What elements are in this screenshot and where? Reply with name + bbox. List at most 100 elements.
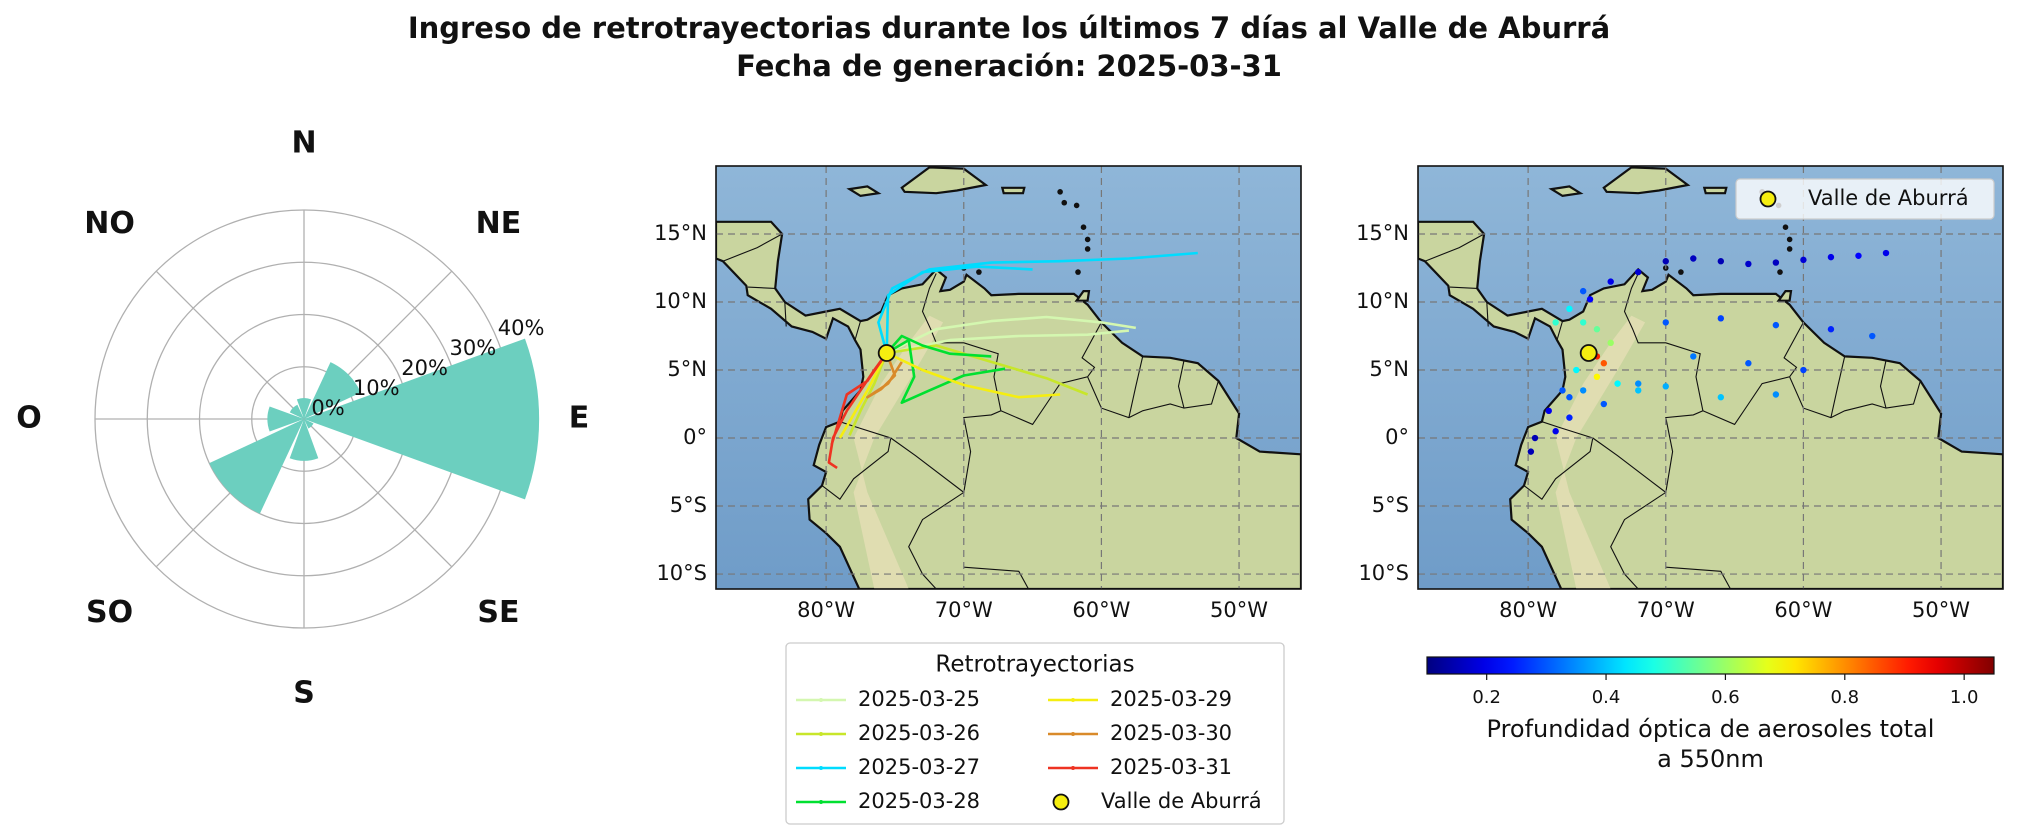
bar <box>289 404 304 419</box>
colorbar-tick-label: 1.0 <box>1950 687 1979 708</box>
location-marker <box>1579 344 1598 362</box>
border <box>1702 322 1804 426</box>
island <box>1084 236 1091 243</box>
border <box>821 421 892 500</box>
trajectory <box>885 334 1006 404</box>
border <box>1177 360 1185 409</box>
aod-point <box>1855 252 1862 259</box>
trajectory <box>827 352 888 469</box>
legend-marker <box>1052 793 1070 811</box>
aod-point <box>1579 387 1587 394</box>
border <box>784 301 787 327</box>
island <box>900 166 989 195</box>
direction-label: S <box>293 676 315 711</box>
colorbar-tick-label: 0.4 <box>1592 687 1621 708</box>
aod-point <box>1717 315 1725 322</box>
x-tick-label: 70°W <box>1637 598 1695 622</box>
aod-point <box>1552 428 1559 435</box>
border <box>963 566 1029 589</box>
bar <box>289 419 319 461</box>
legend-swatch-dot <box>1071 766 1075 770</box>
title-line: Ingreso de retrotrayectorias durante los… <box>408 11 1610 45</box>
r-tick-label: 30% <box>449 336 496 360</box>
island <box>1000 186 1026 195</box>
island <box>1073 202 1080 209</box>
island <box>1702 186 1728 195</box>
legend-title: Retrotrayectorias <box>935 652 1134 678</box>
legend-label: 2025-03-28 <box>858 789 980 813</box>
border <box>1000 322 1102 426</box>
colorbar-tick-label: 0.8 <box>1830 687 1859 708</box>
border <box>1665 566 1731 589</box>
bar <box>304 338 540 500</box>
y-tick-label: 5°N <box>667 357 707 381</box>
y-tick-label: 15°N <box>1356 221 1409 245</box>
x-tick-label: 80°W <box>797 598 855 622</box>
aod-point <box>1662 319 1669 326</box>
border <box>1523 421 1594 500</box>
legend-swatch-dot <box>819 766 823 770</box>
x-tick-label: 80°W <box>1499 598 1557 622</box>
aod-point <box>1827 326 1835 333</box>
legend-box <box>785 642 1285 825</box>
legend-label: 2025-03-31 <box>1110 755 1232 779</box>
y-tick-label: 5°S <box>1372 493 1409 517</box>
legend-label: 2025-03-29 <box>1110 687 1232 711</box>
border <box>1556 320 1564 341</box>
aod-point <box>1690 255 1697 262</box>
island <box>1074 290 1091 302</box>
island <box>1075 269 1081 275</box>
island <box>1084 246 1091 252</box>
r-tick-label: 10% <box>353 376 400 400</box>
border <box>1789 376 1921 419</box>
aod-point <box>1614 380 1621 387</box>
legend: Retrotrayectorias 2025-03-25 2025-03-26 202… <box>785 642 1285 825</box>
legend-marker <box>1759 190 1777 208</box>
andes <box>853 315 944 589</box>
y-tick-label: 10°N <box>654 289 707 313</box>
aod-point <box>1635 387 1642 394</box>
map <box>1418 166 2003 589</box>
bar <box>296 398 312 419</box>
aod-point <box>1745 360 1752 367</box>
aod-point <box>1552 319 1559 326</box>
aod-point <box>1662 383 1669 390</box>
island <box>1776 290 1793 302</box>
border <box>747 286 776 289</box>
border <box>1486 301 1489 327</box>
border <box>1449 286 1478 289</box>
island <box>976 269 982 275</box>
aod-point <box>1662 258 1669 265</box>
trajectory <box>886 315 1137 355</box>
aod-point <box>1717 394 1725 401</box>
colorbar-tick-label: 0.2 <box>1472 687 1501 708</box>
r-tick-label: 0% <box>311 396 344 420</box>
aod-point <box>1573 366 1580 374</box>
legend-label: 2025-03-27 <box>858 755 980 779</box>
bar <box>209 419 304 514</box>
border <box>921 273 1002 493</box>
legend-box <box>1735 178 1995 220</box>
aod-point <box>1869 332 1876 340</box>
legend-swatch-dot <box>819 732 823 736</box>
island <box>1786 236 1793 243</box>
x-tick-label: 60°W <box>1072 598 1130 622</box>
legend-label: 2025-03-25 <box>858 687 980 711</box>
border <box>1128 356 1144 418</box>
y-tick-label: 10°S <box>656 561 707 585</box>
x-tick-label: 60°W <box>1774 598 1832 622</box>
legend-label: Valle de Aburrá <box>1101 789 1262 813</box>
island <box>1057 189 1063 195</box>
colorbar-label: a 550nm <box>1657 745 1764 773</box>
frame <box>1417 165 2004 590</box>
aod-point <box>1527 448 1535 455</box>
x-tick-label: 70°W <box>935 598 993 622</box>
legend-swatch-dot <box>1071 732 1075 736</box>
aod-point <box>1717 258 1725 265</box>
location-marker <box>877 344 896 362</box>
frame <box>715 165 1302 590</box>
trajectory <box>877 251 1198 354</box>
direction-label: SO <box>86 595 133 630</box>
aod-point <box>1566 394 1573 401</box>
